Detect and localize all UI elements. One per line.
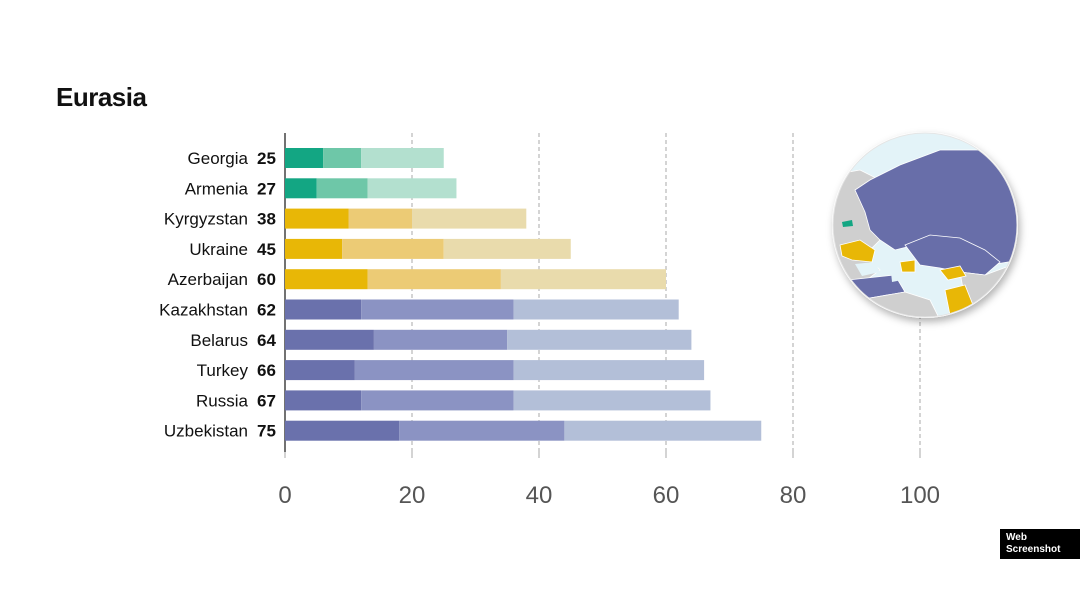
bar-segment-uzbekistan-2 <box>399 420 565 441</box>
bar-segment-russia-1 <box>285 390 362 411</box>
bar-segment-georgia-2 <box>323 148 362 168</box>
bar-segment-belarus-2 <box>373 329 508 350</box>
category-labels: Georgia 25 Armenia 27 Kyrgyzstan 38 Ukraine 45 A… <box>159 149 276 441</box>
bar-segment-ukraine-2 <box>342 238 444 259</box>
total-value-label: 67 <box>257 391 276 410</box>
bar-segment-armenia-1 <box>285 178 317 199</box>
total-value-label: 60 <box>257 270 276 289</box>
bar-segment-kyrgyzstan-2 <box>348 208 412 229</box>
bar-segment-kyrgyzstan-3 <box>412 208 527 229</box>
total-value-label: 64 <box>257 331 276 350</box>
total-value-label: 38 <box>257 210 276 229</box>
x-tick-labels: 0 20 40 60 80 100 <box>278 482 940 509</box>
category-label: Georgia <box>188 149 249 168</box>
bar-segment-belarus-3 <box>507 329 692 350</box>
category-label: Kazakhstan <box>159 301 248 320</box>
bar-segment-kazakhstan-2 <box>361 299 514 320</box>
bars <box>285 148 762 441</box>
bar-segment-ukraine-3 <box>443 238 571 259</box>
bar-segment-uzbekistan-1 <box>285 420 400 441</box>
bar-segment-kazakhstan-1 <box>285 299 362 320</box>
bar-segment-armenia-3 <box>367 178 457 199</box>
x-tick-label: 100 <box>900 482 940 509</box>
bar-segment-azerbaijan-2 <box>367 269 501 290</box>
bar-segment-azerbaijan-3 <box>500 269 666 290</box>
bar-segment-kazakhstan-3 <box>513 299 679 320</box>
bar-segment-kyrgyzstan-1 <box>285 208 349 229</box>
category-label: Azerbaijan <box>168 270 248 289</box>
bar-segment-russia-2 <box>361 390 514 411</box>
bar-segment-russia-3 <box>513 390 711 411</box>
category-label: Ukraine <box>189 240 248 259</box>
total-value-label: 75 <box>257 422 276 441</box>
bar-segment-turkey-1 <box>285 360 355 381</box>
x-tick-label: 0 <box>278 482 291 509</box>
bar-segment-uzbekistan-3 <box>564 420 762 441</box>
x-tick-label: 80 <box>780 482 807 509</box>
bar-segment-ukraine-1 <box>285 238 343 259</box>
category-label: Belarus <box>190 331 248 350</box>
category-label: Uzbekistan <box>164 422 248 441</box>
total-value-label: 45 <box>257 240 276 259</box>
bar-segment-turkey-2 <box>354 360 514 381</box>
total-value-label: 66 <box>257 361 276 380</box>
total-value-label: 25 <box>257 149 276 168</box>
bar-segment-turkey-3 <box>513 360 705 381</box>
bar-segment-armenia-2 <box>316 178 368 199</box>
bar-segment-georgia-3 <box>361 148 444 168</box>
total-value-label: 62 <box>257 301 276 320</box>
category-label: Turkey <box>197 361 249 380</box>
total-value-label: 27 <box>257 179 276 198</box>
web-screenshot-badge: Web Screenshot <box>1000 529 1080 559</box>
bar-segment-azerbaijan-1 <box>285 269 368 290</box>
bar-segment-georgia-1 <box>285 148 324 168</box>
x-tick-label: 40 <box>526 482 553 509</box>
chart-title: Eurasia <box>56 82 147 112</box>
category-label: Armenia <box>185 179 249 198</box>
x-tick-label: 20 <box>399 482 426 509</box>
eurasia-globe-map <box>832 132 1018 318</box>
category-label: Russia <box>196 391 249 410</box>
x-tick-label: 60 <box>653 482 680 509</box>
category-label: Kyrgyzstan <box>164 210 248 229</box>
bar-segment-belarus-1 <box>285 329 374 350</box>
